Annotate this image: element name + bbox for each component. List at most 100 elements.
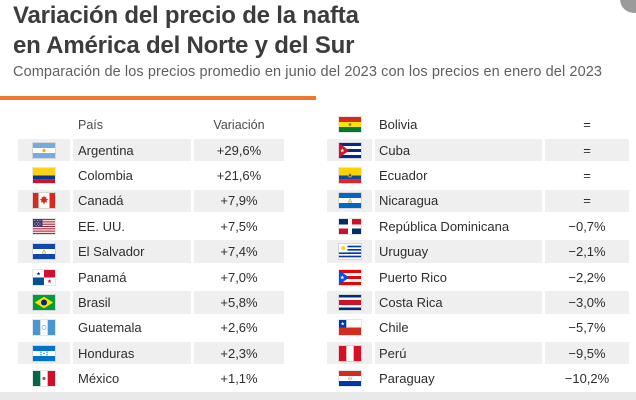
variation-value: −3,0% [545,291,629,314]
flag-cell [327,164,372,187]
country-name: Ecuador [379,167,428,183]
flag-cell [327,291,372,314]
table-row: Bolivia = [327,112,629,137]
table-row: Paraguay −10,2% [327,366,629,391]
variation-value: = [545,189,629,213]
mexico-flag-icon [33,371,55,387]
flag-cell [327,215,372,238]
country-name: Costa Rica [375,291,542,314]
variation-value: +29,6% [194,138,284,162]
country-name: Puerto Rico [379,269,447,285]
header-flag-spacer [18,113,70,136]
table-row: Puerto Rico −2,2% [327,264,629,289]
flag-cell [327,317,372,340]
dominicana-flag-icon [338,218,361,234]
table-row: El Salvador +7,4% [18,239,284,264]
country-name: Guatemala [78,320,142,336]
flag-cell [18,138,70,162]
variation-value: = [583,167,591,183]
country-name: EE. UU. [78,218,125,234]
flag-cell [327,138,372,162]
page-title-line2: en América del Norte y del Sur [13,32,355,59]
table-row: México +1,1% [18,366,284,391]
paraguay-flag-icon [338,371,361,387]
column-header-variacion: Variación [213,117,265,132]
variation-value: +2,3% [194,341,284,365]
flag-cell [18,266,70,289]
flag-cell [327,266,372,289]
flag-cell [18,341,70,365]
table-row: EE. UU. +7,5% [18,214,284,239]
variation-value: +5,8% [194,291,284,314]
table-row: Argentina +29,6% [18,137,284,162]
country-name: México [78,371,120,387]
chile-flag-icon [338,320,361,336]
country-name: República Dominicana [379,218,510,234]
table-row: Honduras +2,3% [18,341,284,366]
left-table-header: País Variación [18,112,284,137]
page-subtitle: Comparación de los precios promedio en j… [13,64,603,80]
column-header-pais: País [78,117,104,132]
country-name: Bolivia [379,117,418,133]
table-row: Chile −5,7% [327,315,629,340]
flag-cell [18,215,70,238]
table-row: Nicaragua = [327,188,629,213]
right-table: Bolivia = Cuba = Ecuador = Nicaragua = República… [327,112,629,391]
flag-cell [18,317,70,340]
cuba-flag-icon [338,142,361,158]
variation-value: +7,0% [220,269,258,285]
flag-cell [327,367,372,390]
country-name: Argentina [73,138,191,162]
country-name: Colombia [78,167,133,183]
honduras-flag-icon [33,345,55,361]
country-name: Uruguay [375,240,542,263]
panama-flag-icon [33,269,55,285]
country-name: Panamá [78,269,127,285]
variation-value: +21,6% [216,167,262,183]
table-row: Canadá +7,9% [18,188,284,213]
table-row: Ecuador = [327,163,629,188]
nicaragua-flag-icon [338,193,361,209]
accent-divider-bar [0,96,316,100]
variation-value: +2,6% [220,320,258,336]
country-name: Perú [375,341,542,365]
table-row: Perú −9,5% [327,341,629,366]
country-name: Brasil [73,291,191,314]
bolivia-flag-icon [338,117,361,133]
variation-value: −5,7% [568,320,606,336]
left-table: País Variación Argentina +29,6% Colombia +2… [18,112,284,391]
variation-value: −10,2% [564,371,610,387]
flag-cell [18,164,70,187]
table-row: Costa Rica −3,0% [327,290,629,315]
country-name: Honduras [73,341,191,365]
flag-cell [327,189,372,213]
country-name: Chile [379,320,409,336]
ecuador-flag-icon [338,167,361,183]
table-row: Cuba = [327,137,629,162]
page-title: Variación del precio de la nafta en Amér… [13,1,359,61]
guatemala-flag-icon [33,320,55,336]
corner-logo-circle [620,0,636,13]
country-name: Cuba [375,138,542,162]
country-name: El Salvador [73,240,191,263]
table-row: Guatemala +2,6% [18,315,284,340]
puerto_rico-flag-icon [338,269,361,285]
colombia-flag-icon [33,167,55,183]
canada-flag-icon [33,193,55,209]
variation-value: = [583,117,591,133]
usa-flag-icon [33,218,55,234]
variation-value: +1,1% [220,371,258,387]
table-row: Panamá +7,0% [18,264,284,289]
el_salvador-flag-icon [33,244,55,260]
flag-cell [18,240,70,263]
variation-value: = [545,138,629,162]
page-title-line1: Variación del precio de la nafta [13,2,359,29]
peru-flag-icon [338,345,361,361]
flag-cell [327,341,372,365]
variation-value: −0,7% [568,218,606,234]
table-row: Brasil +5,8% [18,290,284,315]
costa_rica-flag-icon [338,294,361,310]
variation-value: −9,5% [545,341,629,365]
variation-value: −2,2% [568,269,606,285]
